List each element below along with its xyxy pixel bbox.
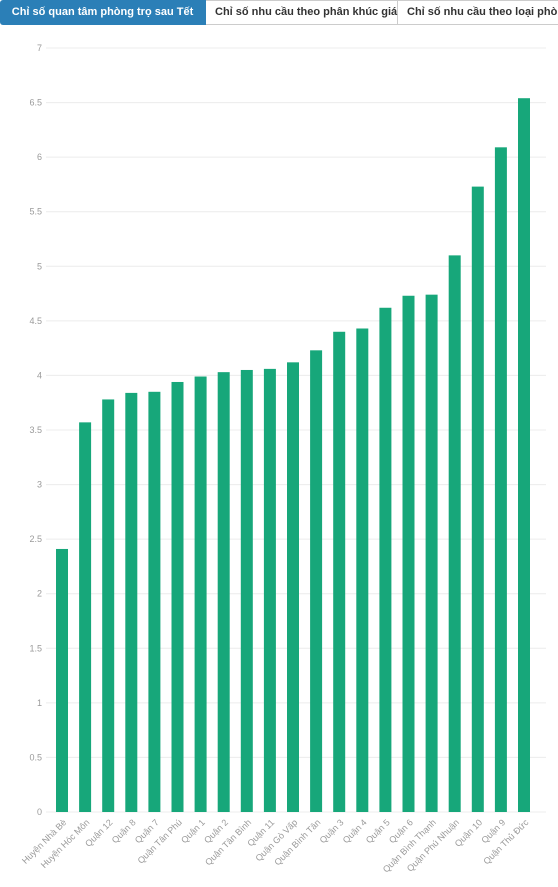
x-category-label: Quận 8 (110, 817, 138, 845)
bar[interactable] (240, 369, 253, 812)
tab-demand-by-room-type[interactable]: Chỉ số nhu cầu theo loại phòng (398, 0, 558, 25)
x-category-label: Quận 5 (364, 817, 392, 845)
y-tick-label: 4.5 (29, 316, 42, 326)
y-tick-label: 0.5 (29, 752, 42, 762)
tab-room-interest-after-tet[interactable]: Chỉ số quan tâm phòng trọ sau Tết (0, 0, 206, 25)
bar[interactable] (379, 307, 392, 812)
bar[interactable] (494, 147, 507, 812)
bar[interactable] (171, 381, 184, 812)
y-tick-label: 4 (37, 370, 42, 380)
bar[interactable] (448, 255, 461, 812)
y-tick-label: 6 (37, 152, 42, 162)
tab-bar: Chỉ số quan tâm phòng trọ sau Tết Chỉ số… (0, 0, 558, 25)
tab-demand-by-price-segment[interactable]: Chỉ số nhu cầu theo phân khúc giá (206, 0, 398, 25)
bar[interactable] (79, 422, 92, 812)
y-tick-label: 3.5 (29, 425, 42, 435)
bar[interactable] (56, 548, 68, 812)
bar[interactable] (425, 294, 438, 813)
y-tick-label: 5.5 (29, 207, 42, 217)
bar[interactable] (518, 98, 530, 813)
bars (56, 98, 530, 813)
bar[interactable] (471, 186, 484, 812)
bar[interactable] (287, 362, 299, 812)
y-tick-label: 2.5 (29, 534, 42, 544)
y-axis-ticks: 0 0.5 1 1.5 2 2.5 3 3.5 4 4.5 5 5.5 6 6.5 7 (29, 43, 42, 817)
y-tick-label: 0 (37, 807, 42, 817)
bar[interactable] (356, 328, 369, 812)
y-tick-label: 5 (37, 261, 42, 271)
x-category-label: Quận 4 (341, 817, 369, 845)
y-tick-label: 2 (37, 589, 42, 599)
y-tick-label: 1 (37, 698, 42, 708)
bar[interactable] (263, 368, 276, 812)
bar[interactable] (333, 331, 346, 812)
bar[interactable] (125, 392, 138, 812)
bar[interactable] (148, 391, 161, 812)
y-tick-label: 3 (37, 480, 42, 490)
y-tick-label: 6.5 (29, 98, 42, 108)
bar[interactable] (194, 376, 207, 812)
y-tick-label: 1.5 (29, 643, 42, 653)
bar[interactable] (402, 295, 415, 812)
x-category-label: Quận 3 (318, 817, 346, 845)
bar[interactable] (217, 372, 230, 812)
bar-chart: 0 0.5 1 1.5 2 2.5 3 3.5 4 4.5 5 5.5 6 6.5 7 Huyện Nhà … (20, 43, 546, 875)
y-tick-label: 7 (37, 43, 42, 53)
bar[interactable] (310, 350, 323, 812)
bar[interactable] (102, 399, 115, 812)
x-category-label: Quận 1 (179, 817, 207, 845)
